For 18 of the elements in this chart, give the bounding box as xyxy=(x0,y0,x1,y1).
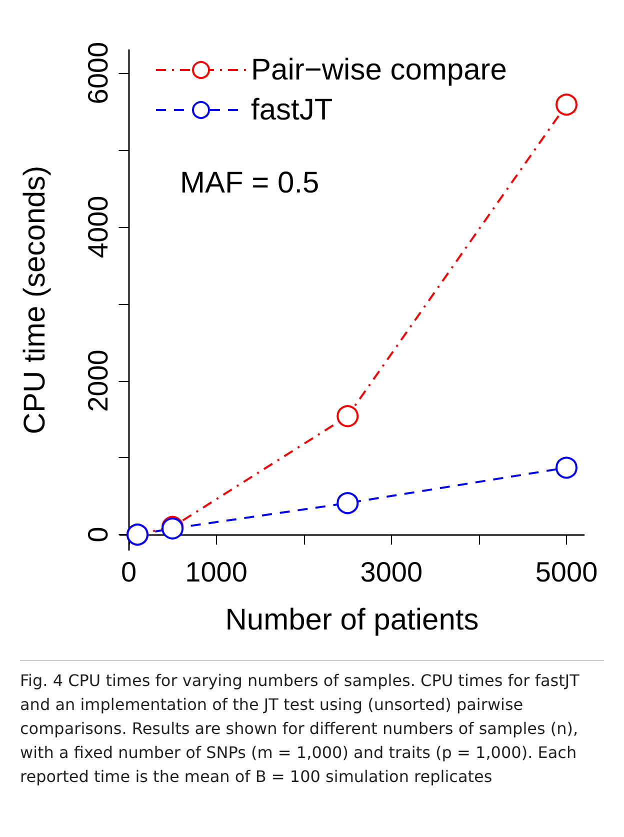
caption: Fig. 4 CPU times for varying numbers of samples. CPU times for fastJT and an implementation of the JT test using (unsorted) pairwise comparisons. Results are shown for different numbers of samples (n), with a fixed number of SNPs (m = 1,000) and traits (p = 1,000). Each reported time is the mean of B = 100 simulation replicates xyxy=(20,660,604,789)
legend-label: Pair−wise compare xyxy=(251,54,507,86)
x-tick-label: 0 xyxy=(120,556,137,588)
y-axis-title: CPU time (seconds) xyxy=(18,166,52,434)
x-tick-label: 1000 xyxy=(185,556,248,588)
x-tick-label: 3000 xyxy=(360,556,423,588)
y-tick-label: 2000 xyxy=(82,350,114,412)
x-axis-title: Number of patients xyxy=(225,604,479,636)
legend-label: fastJT xyxy=(251,94,333,126)
point xyxy=(556,94,578,116)
y-tick-label: 6000 xyxy=(82,42,114,104)
x-tick-label: 5000 xyxy=(535,556,598,588)
annotation: MAF = 0.5 xyxy=(180,166,320,200)
y-tick-label: 0 xyxy=(82,526,114,542)
y-tick-label: 4000 xyxy=(82,196,114,258)
point xyxy=(336,405,359,428)
point xyxy=(336,492,359,514)
point xyxy=(556,456,578,479)
